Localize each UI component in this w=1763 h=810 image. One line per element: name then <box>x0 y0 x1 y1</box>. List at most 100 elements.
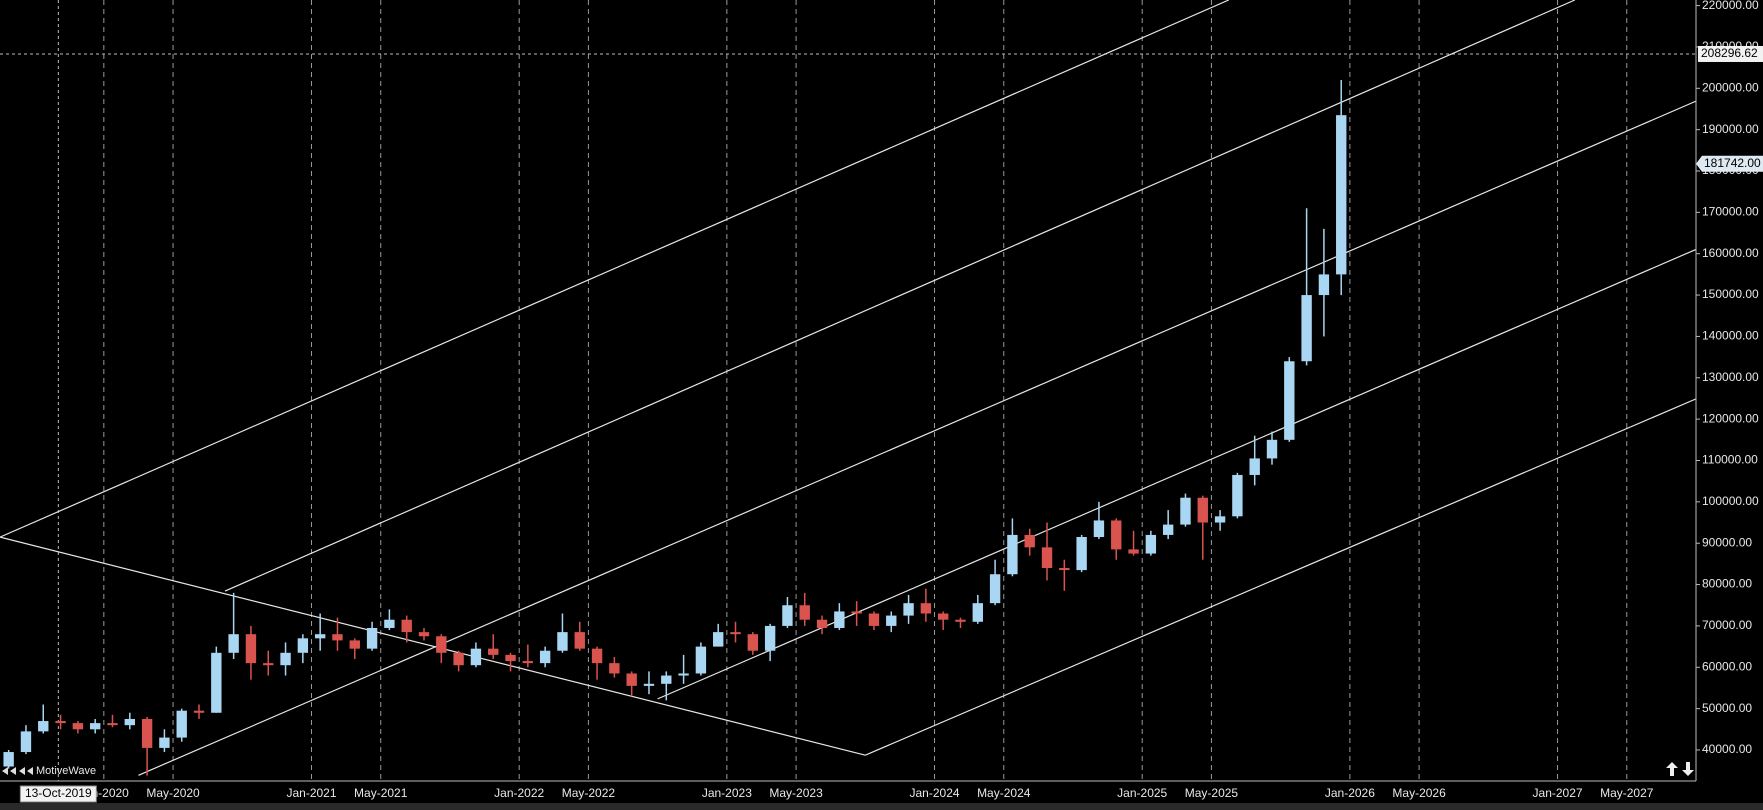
candle-body <box>730 632 741 635</box>
candle-body <box>228 634 239 653</box>
candle-body <box>1093 520 1105 538</box>
candle-body <box>436 636 447 653</box>
x-tick-label: Jan-2025 <box>1117 786 1167 800</box>
candle-body <box>280 652 291 666</box>
candle-body <box>1301 295 1312 362</box>
candle-body <box>695 646 707 674</box>
candle-body <box>141 718 153 748</box>
candle-body <box>1232 474 1243 517</box>
candle-body <box>1111 520 1122 550</box>
candle-body <box>1266 439 1278 459</box>
trendline <box>224 0 1576 592</box>
candle-body <box>332 634 343 641</box>
candle-body <box>1128 549 1139 554</box>
grid-layer <box>0 0 1696 781</box>
candle-body <box>418 632 430 637</box>
candle-body <box>1076 537 1087 571</box>
candle-body <box>834 611 845 628</box>
y-tick-label: 160000.00 <box>1702 246 1759 260</box>
candle-body <box>505 654 516 662</box>
candle-body <box>764 625 776 651</box>
y-tick-label: 140000.00 <box>1702 329 1759 343</box>
candle-body <box>557 632 568 651</box>
candle-body <box>176 710 187 738</box>
candle-body <box>124 718 135 726</box>
crosshair-date-label: 13-Oct-2019 <box>25 786 92 800</box>
candle-body <box>574 632 585 649</box>
x-tick-label: Jan-2026 <box>1325 786 1375 800</box>
x-tick-label: May-2021 <box>354 786 408 800</box>
y-tick-label: 110000.00 <box>1702 453 1758 467</box>
y-tick-label: 170000.00 <box>1702 205 1759 219</box>
candle-body <box>816 619 828 628</box>
x-tick-label: May-2024 <box>977 786 1031 800</box>
candle-body <box>678 673 689 676</box>
candle-body <box>609 663 620 674</box>
candle-body <box>661 675 672 684</box>
candle-body <box>470 648 482 666</box>
trendline <box>138 100 1696 776</box>
candle-body <box>643 683 655 686</box>
x-tick-label: Jan-2021 <box>286 786 336 800</box>
candle-body <box>1336 115 1347 275</box>
trendline-layer <box>0 0 1696 776</box>
candle-body <box>72 723 84 730</box>
candle-body <box>107 723 118 726</box>
scroll-down[interactable] <box>1682 762 1694 776</box>
candle-body <box>20 731 32 753</box>
x-tick-label: Jan-2023 <box>702 786 752 800</box>
candle-body <box>245 634 257 664</box>
trendline <box>0 536 866 756</box>
candle-body <box>782 605 793 626</box>
candle-body <box>522 661 534 664</box>
candle-body <box>1180 497 1191 525</box>
trendline <box>657 248 1696 700</box>
candle-body <box>159 737 170 748</box>
y-tick-label: 190000.00 <box>1702 122 1759 136</box>
candle-body <box>591 648 603 664</box>
x-tick-label: May-2020 <box>146 786 200 800</box>
y-tick-label: 90000.00 <box>1702 535 1752 549</box>
candle-body <box>920 603 932 614</box>
candle-body <box>1162 524 1174 535</box>
bottom-tab-strip <box>0 803 1763 810</box>
axis-layer: Jan-2020 May-2020 Jan-2021 May-2021 Jan-2022… <box>19 0 1763 803</box>
candle-body <box>1249 458 1260 475</box>
candle-body <box>1024 534 1035 548</box>
trendline <box>865 398 1696 756</box>
y-tick-label: 130000.00 <box>1702 370 1759 384</box>
candle-body <box>626 673 637 686</box>
candle-body <box>903 603 914 616</box>
scroll-up[interactable] <box>1666 762 1678 776</box>
candle-body <box>851 611 862 614</box>
candle-body <box>799 605 810 620</box>
candle-body <box>3 752 14 767</box>
candle-body <box>955 619 966 622</box>
watermark: MotiveWave <box>2 765 96 777</box>
candle-body <box>713 632 724 647</box>
candle-body <box>488 648 499 655</box>
x-tick-label: Jan-2022 <box>494 786 544 800</box>
candle-body <box>263 663 274 666</box>
last-price-box <box>1696 155 1763 172</box>
x-tick-label: May-2027 <box>1600 786 1654 800</box>
y-tick-label: 70000.00 <box>1702 618 1752 632</box>
candle-body <box>1007 534 1018 575</box>
scroll-buttons[interactable] <box>1666 762 1694 776</box>
candle-body <box>314 634 326 639</box>
candle-body <box>384 619 395 628</box>
candle-body <box>989 574 1001 604</box>
candle-body <box>937 613 949 620</box>
candle-body <box>868 613 880 626</box>
x-tick-label: May-2025 <box>1185 786 1239 800</box>
candle-body <box>297 638 309 653</box>
crosshair-price-box <box>1698 45 1763 62</box>
candle-body <box>366 627 378 649</box>
candle-body <box>401 619 412 633</box>
candle-body <box>211 652 222 713</box>
x-tick-label: May-2023 <box>769 786 823 800</box>
y-tick-label: 120000.00 <box>1702 411 1759 425</box>
candle-body <box>1197 497 1208 523</box>
